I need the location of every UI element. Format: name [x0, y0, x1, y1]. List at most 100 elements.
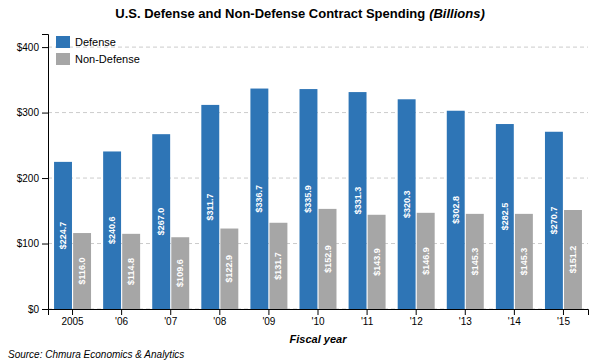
y-tick: $400: [17, 42, 48, 53]
annotation: Source: Chmura Economics & Analytics: [8, 349, 184, 360]
data-label: $267.0: [156, 208, 166, 236]
legend-swatch: [56, 36, 70, 48]
x-tick: '07: [164, 309, 177, 327]
data-label: $151.2: [568, 246, 578, 274]
x-tick: '14: [508, 309, 521, 327]
data-label: $114.8: [126, 258, 136, 285]
x-tick-label: 2005: [61, 316, 84, 327]
legend-item: Defense: [56, 36, 116, 48]
y-tick-mark: [42, 47, 48, 48]
x-tick-mark: [416, 309, 417, 315]
plot: $0 $100 $200 $300 $400 2005 '06 '07 '08 '09 '10 '11…: [17, 35, 589, 328]
x-tick-label: '10: [311, 316, 324, 327]
x-tick-label: '15: [557, 316, 570, 327]
bar: [398, 99, 416, 309]
legend-swatch: [56, 53, 70, 65]
data-label: $109.6: [175, 259, 185, 287]
bar: [368, 215, 386, 309]
x-tick: '11: [361, 309, 374, 327]
data-label: $152.9: [323, 245, 333, 273]
legend-label: Defense: [75, 36, 116, 48]
x-tick-label: '12: [410, 316, 423, 327]
bar: [73, 233, 91, 309]
data-label: $320.3: [402, 190, 412, 218]
title: U.S. Defense and Non-Defense Contract Sp…: [115, 6, 425, 21]
data-label: $116.0: [77, 258, 87, 285]
x-tick: '08: [213, 309, 226, 327]
grid-line: [48, 47, 588, 48]
x-tick-mark: [318, 309, 319, 315]
y-tick-mark: [42, 244, 48, 245]
bar: [349, 92, 367, 309]
x-tick-mark: [465, 309, 466, 315]
data-label: $146.9: [421, 247, 431, 275]
bar: [201, 105, 219, 309]
y-tick: $200: [17, 173, 48, 184]
x-tick: '09: [262, 309, 275, 327]
bar: [171, 237, 189, 309]
data-label: $122.9: [224, 255, 234, 283]
bar: [319, 209, 337, 309]
x-axis: 2005 '06 '07 '08 '09 '10 '11 '12 '13 '14 '15: [49, 309, 589, 327]
grid-line: [48, 112, 588, 113]
x-tick-mark: [268, 309, 269, 315]
bar: [220, 229, 238, 309]
data-label: $282.5: [500, 203, 510, 231]
y-tick-mark: [42, 309, 48, 310]
subtitle: (Billions): [429, 6, 485, 21]
x-tick-mark: [72, 309, 73, 315]
bar: [515, 214, 533, 309]
bar: [466, 214, 484, 309]
bar: [300, 89, 318, 309]
x-tick-label: '13: [459, 316, 472, 327]
bar: [103, 151, 121, 309]
y-tick: $300: [17, 107, 48, 118]
data-label: $240.6: [107, 216, 117, 244]
y-tick-mark: [42, 178, 48, 179]
y-tick-label: $400: [17, 42, 40, 53]
bar: [447, 111, 465, 309]
data-label: $311.7: [205, 193, 215, 220]
bar: [152, 134, 170, 309]
bar: [250, 89, 268, 309]
data-label: $145.3: [519, 248, 529, 276]
bar: [545, 132, 563, 309]
data-label: $336.7: [254, 185, 264, 213]
data-label: $143.9: [372, 248, 382, 276]
x-tick-label: '08: [213, 316, 226, 327]
x-tick-mark: [563, 309, 564, 315]
chart: U.S. Defense and Non-Defense Contract Sp…: [0, 0, 600, 363]
bar: [564, 210, 582, 309]
bar: [496, 124, 514, 309]
data-label: $131.7: [273, 252, 283, 280]
x-tick: 2005: [61, 309, 84, 327]
x-tick-label: '09: [262, 316, 275, 327]
y-tick-label: $0: [28, 304, 40, 315]
x-tick-mark: [219, 309, 220, 315]
y-tick-label: $300: [17, 107, 40, 118]
x-tick-label: '07: [164, 316, 177, 327]
y-tick: $100: [17, 238, 48, 249]
data-label: $270.7: [549, 207, 559, 235]
x-tick-mark: [121, 309, 122, 315]
legend: Defense Non-Defense: [56, 36, 140, 65]
x-tick: '06: [115, 309, 128, 327]
data-label: $302.8: [451, 196, 461, 224]
data-label: $331.3: [353, 187, 363, 215]
legend-label: Non-Defense: [75, 53, 140, 65]
grid: [48, 47, 588, 309]
title-group: U.S. Defense and Non-Defense Contract Sp…: [115, 6, 484, 21]
x-tick: '10: [311, 309, 324, 327]
bar: [269, 223, 287, 309]
bar: [54, 162, 72, 309]
x-tick-mark: [170, 309, 171, 315]
data-label: $224.7: [58, 222, 68, 250]
x-axis-title: Fiscal year: [290, 333, 348, 345]
x-tick: '12: [410, 309, 423, 327]
bars: [54, 89, 582, 309]
data-label: $335.9: [303, 185, 313, 213]
bar: [122, 234, 140, 309]
x-tick: '15: [557, 309, 570, 327]
x-axis-line: [49, 310, 589, 316]
y-tick-mark: [42, 113, 48, 114]
